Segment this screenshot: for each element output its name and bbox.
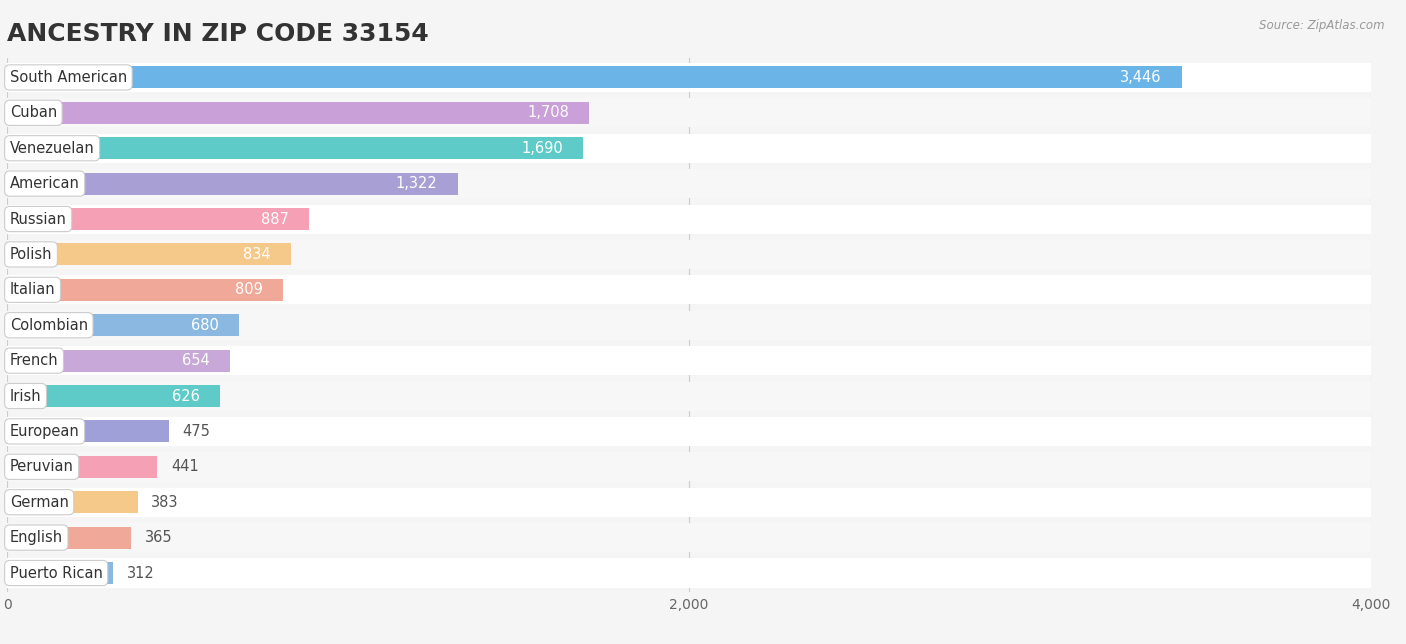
Text: 1,708: 1,708 (527, 106, 569, 120)
Bar (7, 527, 132, 549)
Text: 626: 626 (172, 388, 200, 404)
Text: Venezuelan: Venezuelan (10, 141, 94, 156)
Text: Peruvian: Peruvian (10, 459, 73, 475)
Text: Colombian: Colombian (10, 317, 89, 333)
Bar (7, 488, 1371, 516)
Text: Irish: Irish (10, 388, 41, 404)
Text: ANCESTRY IN ZIP CODE 33154: ANCESTRY IN ZIP CODE 33154 (7, 23, 429, 46)
Text: 475: 475 (183, 424, 211, 439)
Text: 365: 365 (145, 530, 173, 545)
Text: South American: South American (10, 70, 127, 85)
Bar (7, 134, 1371, 163)
Bar (7, 523, 1371, 552)
Text: 1,322: 1,322 (395, 176, 437, 191)
Bar (7, 314, 239, 336)
Bar (7, 346, 1371, 375)
Bar (7, 205, 1371, 234)
Bar (7, 491, 138, 513)
Bar (7, 350, 231, 372)
Bar (7, 173, 458, 194)
Text: 887: 887 (262, 211, 290, 227)
Bar (7, 63, 1371, 92)
Bar (7, 243, 291, 265)
Bar (7, 562, 114, 584)
Text: French: French (10, 353, 59, 368)
Text: Source: ZipAtlas.com: Source: ZipAtlas.com (1260, 19, 1385, 32)
Bar (7, 137, 583, 159)
Bar (7, 452, 1371, 481)
Text: Polish: Polish (10, 247, 52, 262)
Text: German: German (10, 495, 69, 509)
Bar (7, 66, 1182, 88)
Bar (7, 421, 169, 442)
Text: 809: 809 (235, 282, 263, 298)
Text: 312: 312 (127, 565, 155, 580)
Text: Italian: Italian (10, 282, 55, 298)
Bar (7, 385, 221, 407)
Bar (7, 240, 1371, 269)
Bar (7, 558, 1371, 587)
Text: 654: 654 (181, 353, 209, 368)
Text: 383: 383 (152, 495, 179, 509)
Bar (7, 99, 1371, 128)
Text: Cuban: Cuban (10, 106, 58, 120)
Text: American: American (10, 176, 80, 191)
Text: Russian: Russian (10, 211, 66, 227)
Bar (7, 456, 157, 478)
Bar (7, 275, 1371, 305)
Bar (7, 381, 1371, 410)
Bar (7, 102, 589, 124)
Text: 3,446: 3,446 (1121, 70, 1161, 85)
Text: 441: 441 (172, 459, 198, 475)
Bar (7, 310, 1371, 340)
Bar (7, 279, 283, 301)
Text: 834: 834 (243, 247, 271, 262)
Text: Puerto Rican: Puerto Rican (10, 565, 103, 580)
Bar (7, 169, 1371, 198)
Text: 680: 680 (191, 317, 218, 333)
Bar (7, 417, 1371, 446)
Bar (7, 208, 309, 230)
Text: 1,690: 1,690 (522, 141, 562, 156)
Text: European: European (10, 424, 80, 439)
Text: English: English (10, 530, 63, 545)
